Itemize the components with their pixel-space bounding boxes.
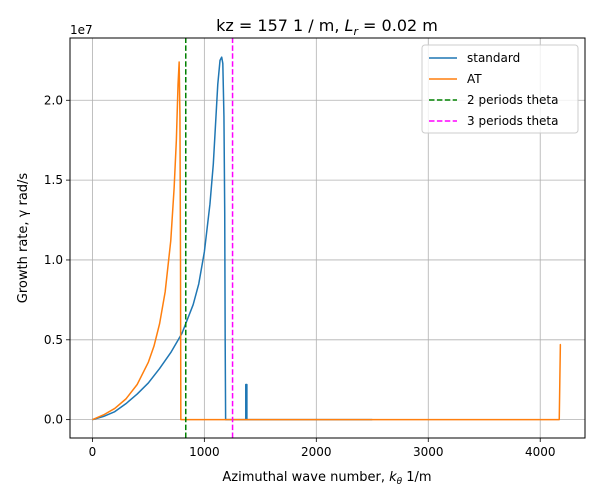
series-line-1 xyxy=(92,61,562,421)
x-tick-label: 3000 xyxy=(413,445,444,459)
x-tick-label: 4000 xyxy=(525,445,556,459)
legend-label: standard xyxy=(467,51,520,65)
x-tick-label: 1000 xyxy=(189,445,220,459)
axis-ticks: 0 1000 2000 3000 4000 0.0 0.5 1.0 1.5 2.0 xyxy=(44,93,556,459)
y-axis-label: Growth rate, γ rad/s xyxy=(16,173,31,304)
legend-box xyxy=(421,44,579,134)
y-axis-offset-label: 1e7 xyxy=(70,23,93,37)
x-tick-label: 0 xyxy=(89,445,97,459)
legend-label: 2 periods theta xyxy=(467,93,559,107)
chart-title: kz = 157 1 / m, Lr = 0.02 m xyxy=(216,16,438,38)
y-tick-label: 1.5 xyxy=(44,173,63,187)
x-tick-label: 2000 xyxy=(301,445,332,459)
legend-label: 3 periods theta xyxy=(467,114,559,128)
axes-frame xyxy=(69,37,586,439)
y-tick-label: 2.0 xyxy=(44,93,63,107)
series-lines xyxy=(92,38,562,438)
y-tick-label: 0.5 xyxy=(44,333,63,347)
x-axis-label: Azimuthal wave number, kθ 1/m xyxy=(222,470,431,487)
y-tick-label: 0.0 xyxy=(44,413,63,427)
legend-label: AT xyxy=(467,72,482,86)
legend: standard AT 2 periods theta 3 periods theta xyxy=(421,44,579,134)
y-tick-label: 1.0 xyxy=(44,253,63,267)
